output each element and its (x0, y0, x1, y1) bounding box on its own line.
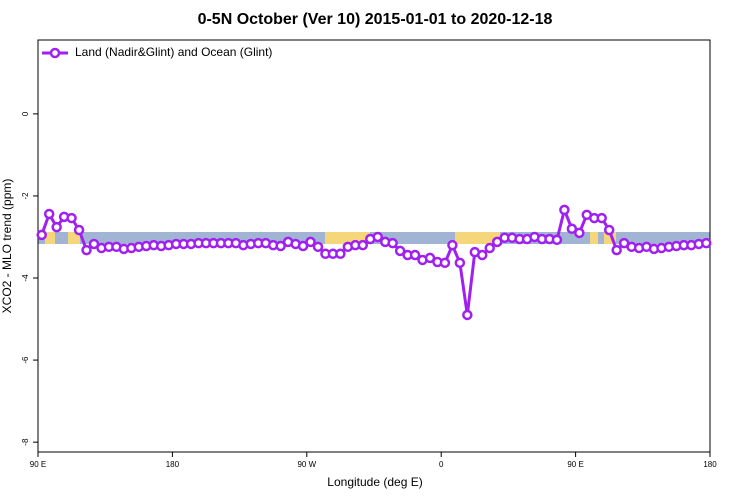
data-point (357, 239, 369, 251)
y-tick-label: -6 (21, 356, 30, 364)
data-point (51, 221, 62, 233)
data-point (566, 223, 578, 235)
data-point (611, 244, 622, 256)
data-point (312, 241, 324, 253)
data-point (454, 257, 466, 269)
data-point (596, 212, 607, 224)
y-tick-label: -8 (21, 438, 30, 446)
data-point (409, 249, 421, 261)
data-point (447, 239, 458, 251)
data-point (394, 245, 406, 257)
x-tick-label: 90 E (30, 460, 46, 469)
legend-item: Land (Nadir&Glint) and Ocean (Glint) (42, 45, 272, 59)
band-land (45, 232, 55, 244)
data-point (297, 240, 309, 252)
band-land (68, 232, 80, 244)
data-point (477, 249, 488, 261)
band-land (455, 232, 500, 244)
data-point (372, 231, 383, 243)
legend-marker (49, 47, 61, 59)
data-point (387, 237, 398, 249)
x-tick-label: 180 (703, 460, 717, 469)
band-land (590, 232, 598, 244)
data-point (73, 224, 85, 236)
data-point (275, 240, 286, 252)
data-point (603, 224, 615, 236)
data-point (462, 309, 473, 321)
data-point (335, 248, 346, 260)
data-point (36, 229, 47, 241)
x-tick-label: 180 (166, 460, 180, 469)
data-point (66, 212, 77, 224)
x-tick-label: 0 (439, 460, 444, 469)
data-point (81, 244, 92, 256)
data-point (439, 257, 451, 269)
y-tick-label: -2 (21, 192, 30, 200)
x-tick-label: 90 W (297, 460, 316, 469)
data-point (305, 236, 316, 248)
data-point (701, 237, 712, 249)
y-axis-label: XCO2 - MLO trend (ppm) (0, 179, 14, 314)
x-axis-label: Longitude (deg E) (327, 475, 422, 489)
y-tick-label: 0 (21, 111, 30, 116)
data-point (424, 252, 436, 264)
data-point (491, 236, 503, 248)
data-point (574, 227, 585, 239)
data-point (484, 242, 495, 254)
x-tick-label: 90 E (567, 460, 583, 469)
band-land (325, 232, 370, 244)
chart-title: 0-5N October (Ver 10) 2015-01-01 to 2020… (198, 11, 553, 28)
data-point (551, 234, 563, 246)
y-tick-label: -4 (21, 274, 30, 282)
data-point (43, 208, 55, 220)
legend-label: Land (Nadir&Glint) and Ocean (Glint) (75, 45, 272, 59)
data-point (88, 238, 100, 250)
data-point (559, 204, 570, 216)
